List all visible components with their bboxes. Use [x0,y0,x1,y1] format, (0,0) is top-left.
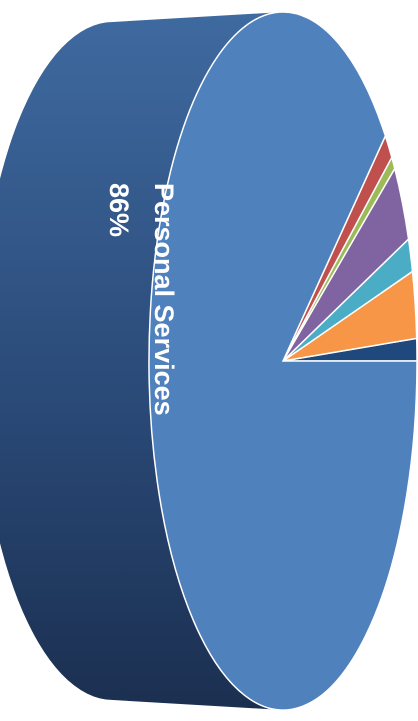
pie-slices [148,11,418,711]
pie-depth-face [0,12,283,710]
slice-label-percent: 86% [104,183,134,237]
slice-label-name: Personal Services [149,183,179,416]
pie-labels: Personal Services 86% [104,183,179,416]
pie-depth-side [0,12,283,710]
pie-slice-personal-services [148,11,418,711]
